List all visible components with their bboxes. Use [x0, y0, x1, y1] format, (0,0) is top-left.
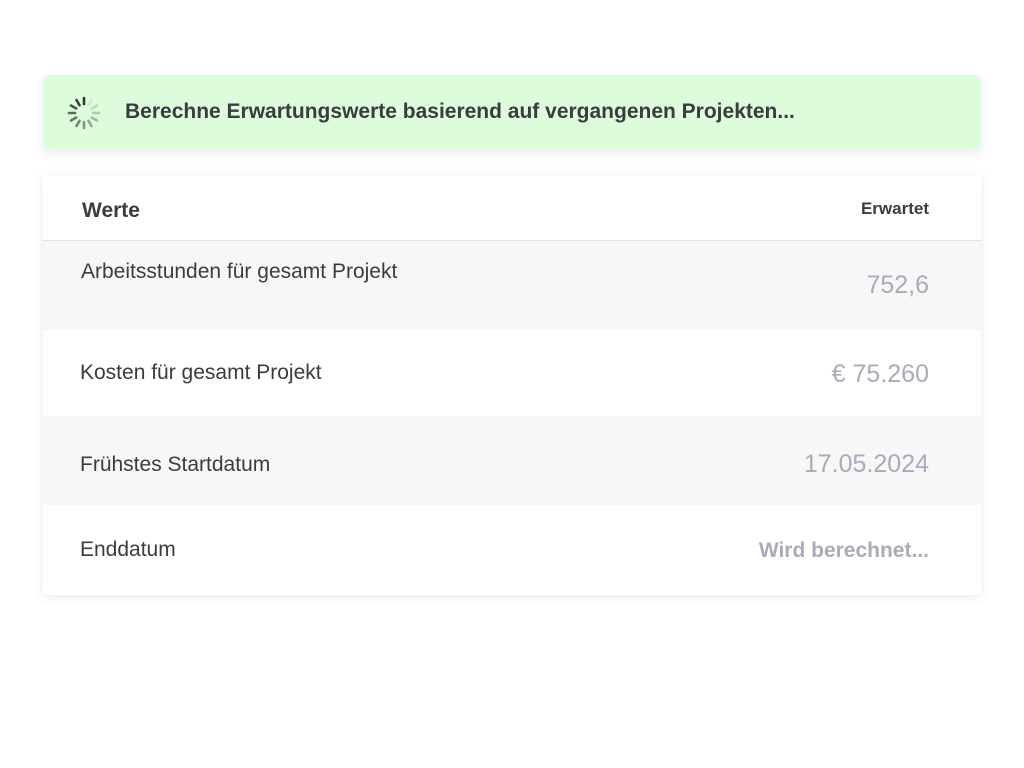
row-value: 17.05.2024	[803, 450, 929, 478]
table-row: Arbeitsstunden für gesamt Projekt 752,6	[43, 241, 981, 330]
table-header: Werte Erwartet	[43, 175, 981, 241]
header-values: Werte	[82, 199, 140, 222]
spinner-tick	[75, 119, 81, 128]
table-row: Frühstes Startdatum 17.05.2024	[43, 416, 981, 505]
spinner-tick	[87, 98, 93, 107]
row-label: Kosten für gesamt Projekt	[80, 361, 322, 384]
row-value-pending: Wird berechnet...	[758, 539, 929, 562]
loading-spinner-icon	[67, 96, 101, 130]
row-label: Enddatum	[80, 538, 176, 561]
loading-banner	[43, 75, 981, 150]
row-value: € 75.260	[831, 360, 929, 388]
spinner-tick	[90, 116, 99, 122]
spinner-tick	[69, 116, 78, 122]
row-value: 752,6	[866, 271, 929, 299]
table-row: Kosten für gesamt Projekt € 75.260	[43, 330, 981, 416]
header-expected: Erwartet	[860, 199, 929, 218]
expected-values-table: Werte Erwartet Arbeitsstunden für gesamt…	[43, 175, 981, 595]
spinner-tick	[90, 104, 99, 110]
spinner-tick	[69, 104, 78, 110]
row-label: Frühstes Startdatum	[80, 453, 271, 476]
spinner-tick	[75, 98, 81, 107]
spinner-tick	[87, 119, 93, 128]
table-row: Enddatum Wird berechnet...	[43, 505, 981, 595]
loading-message: Berechne Erwartungswerte basierend auf v…	[125, 100, 795, 123]
row-label: Arbeitsstunden für gesamt Projekt	[81, 260, 398, 283]
